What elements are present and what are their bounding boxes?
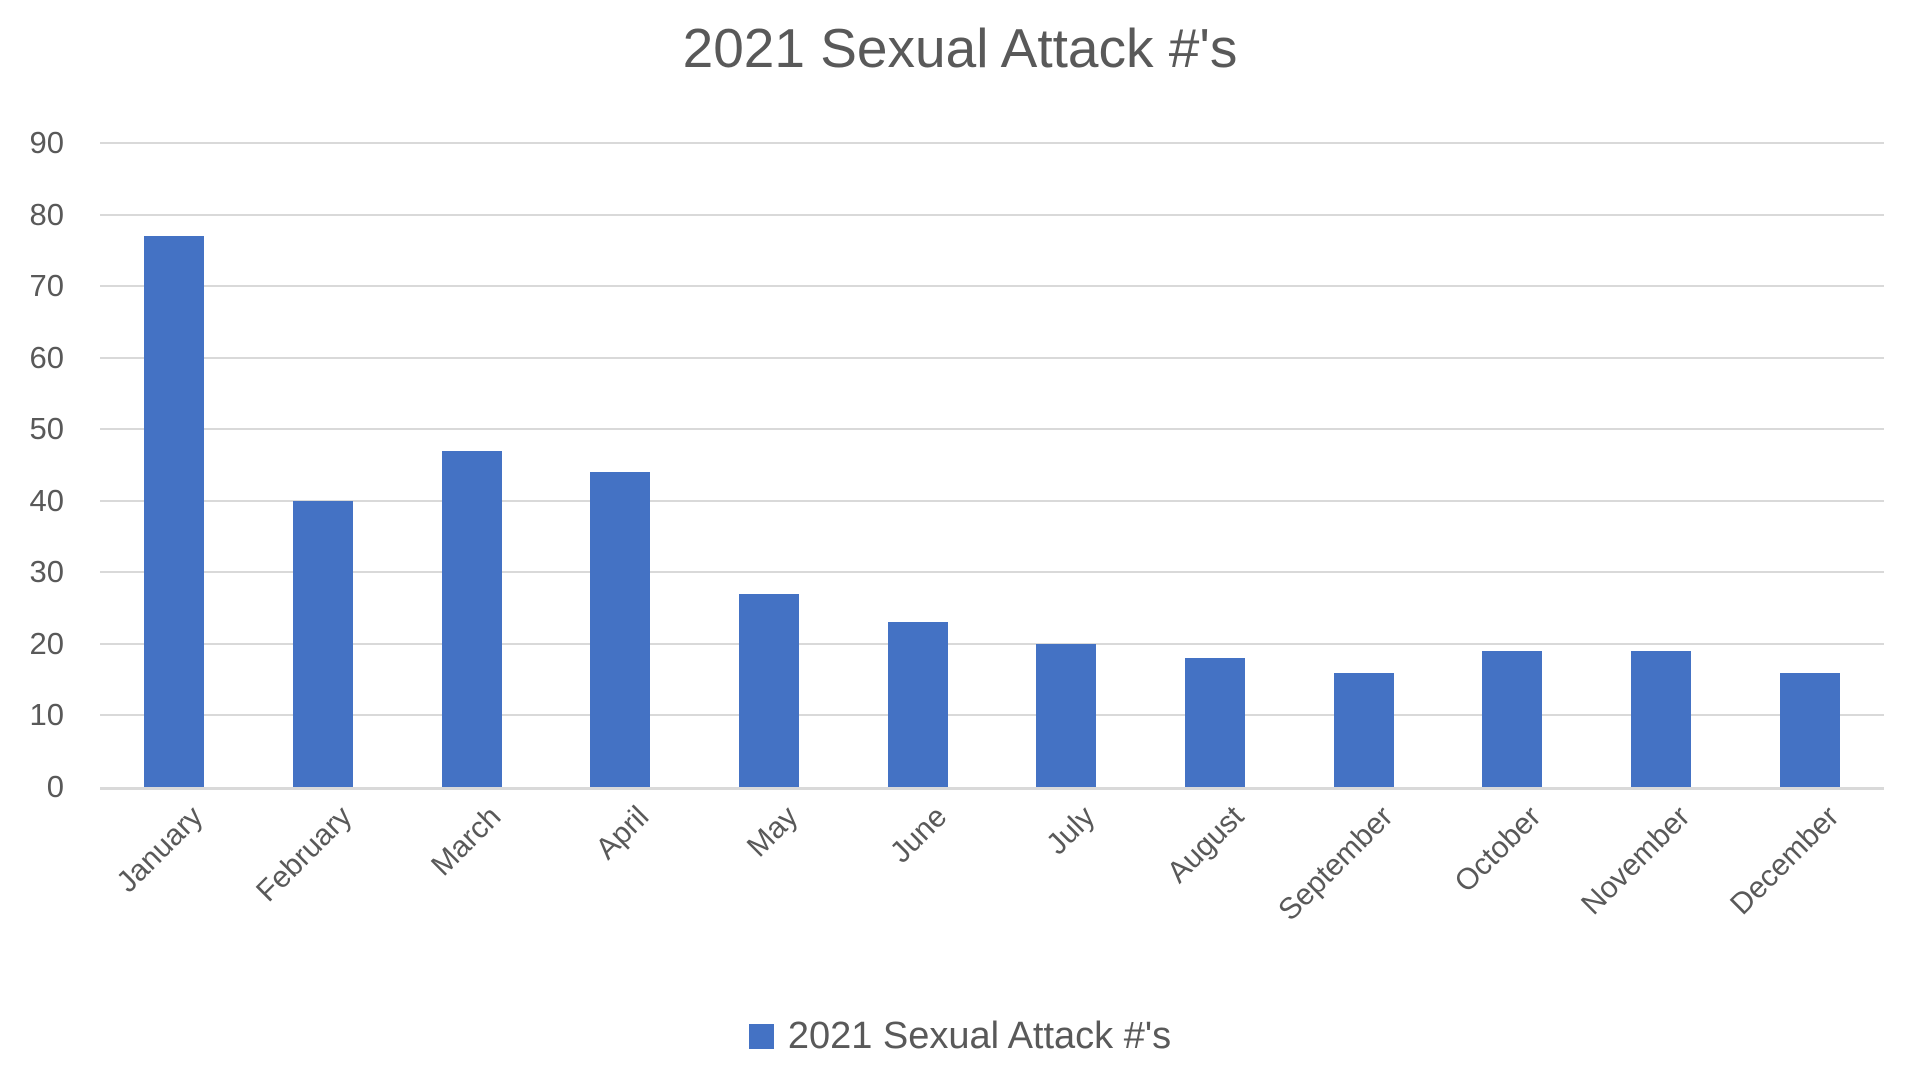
plot-area [100, 142, 1884, 790]
legend: 2021 Sexual Attack #'s [0, 1014, 1920, 1058]
y-tick-label-40: 40 [29, 483, 64, 518]
x-tick-label-december: December [1724, 800, 1846, 922]
bar-december [1780, 673, 1840, 787]
gridline-y-70 [100, 285, 1884, 287]
gridline-y-40 [100, 500, 1884, 502]
x-tick-label-march: March [425, 800, 508, 883]
bar-january [144, 236, 204, 787]
bar-february [293, 501, 353, 787]
legend-square-marker-icon [748, 1023, 774, 1049]
gridline-y-90 [100, 142, 1884, 144]
bar-may [739, 594, 799, 787]
y-tick-label-70: 70 [29, 268, 64, 303]
bar-october [1482, 651, 1542, 787]
x-tick-label-february: February [250, 800, 359, 909]
y-tick-label-30: 30 [29, 554, 64, 589]
y-tick-label-50: 50 [29, 411, 64, 446]
x-tick-label-october: October [1448, 800, 1548, 899]
y-tick-label-20: 20 [29, 626, 64, 661]
bar-june [888, 622, 948, 787]
bar-april [590, 472, 650, 787]
y-tick-label-10: 10 [29, 697, 64, 732]
x-tick-label-april: April [589, 800, 656, 866]
legend-label: 2021 Sexual Attack #'s [787, 1015, 1172, 1057]
gridline-y-30 [100, 571, 1884, 573]
x-tick-label-july: July [1040, 800, 1102, 862]
gridline-y-60 [100, 357, 1884, 359]
x-tick-label-november: November [1575, 800, 1697, 922]
chart-title: 2021 Sexual Attack #'s [682, 17, 1238, 79]
gridline-y-20 [100, 643, 1884, 645]
bar-november [1631, 651, 1691, 787]
gridline-y-80 [100, 214, 1884, 216]
bar-september [1334, 673, 1394, 787]
gridline-y-10 [100, 714, 1884, 716]
x-tick-label-june: June [883, 800, 954, 870]
bar-july [1036, 644, 1096, 787]
x-tick-label-january: January [110, 800, 210, 899]
x-tick-label-august: August [1160, 800, 1251, 890]
y-tick-label-60: 60 [29, 340, 64, 375]
bar-august [1185, 658, 1245, 787]
bar-march [442, 451, 502, 787]
gridline-y-50 [100, 428, 1884, 430]
y-tick-label-90: 90 [29, 125, 64, 160]
y-tick-label-80: 80 [29, 197, 64, 232]
x-tick-label-september: September [1272, 800, 1400, 928]
x-tick-label-may: May [740, 800, 805, 864]
y-tick-label-0: 0 [46, 769, 64, 804]
